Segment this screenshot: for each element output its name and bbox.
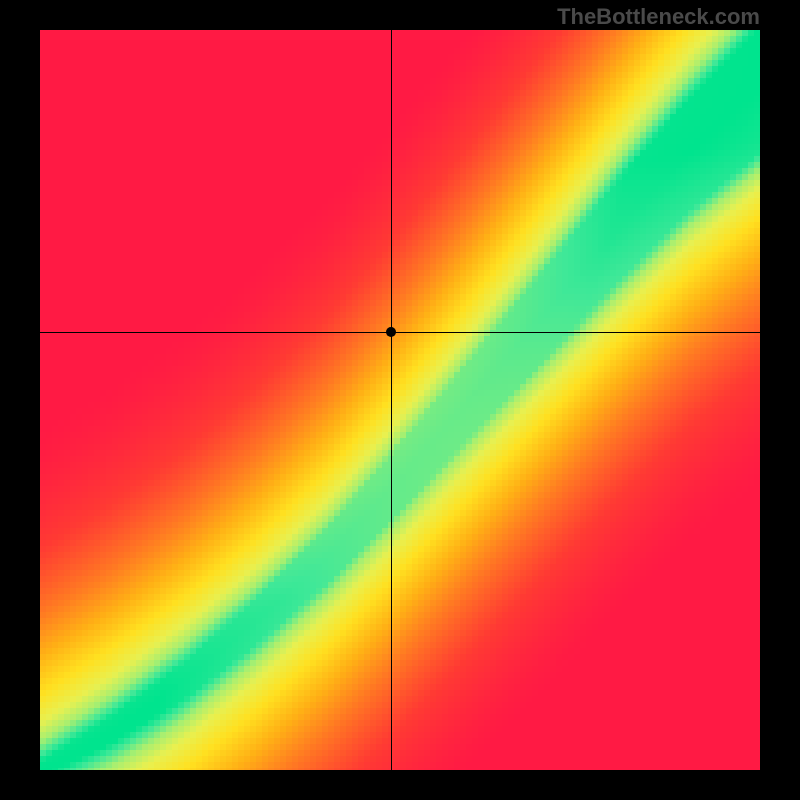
heatmap-canvas xyxy=(40,30,760,770)
watermark-text: TheBottleneck.com xyxy=(557,4,760,30)
heatmap-plot xyxy=(40,30,760,770)
